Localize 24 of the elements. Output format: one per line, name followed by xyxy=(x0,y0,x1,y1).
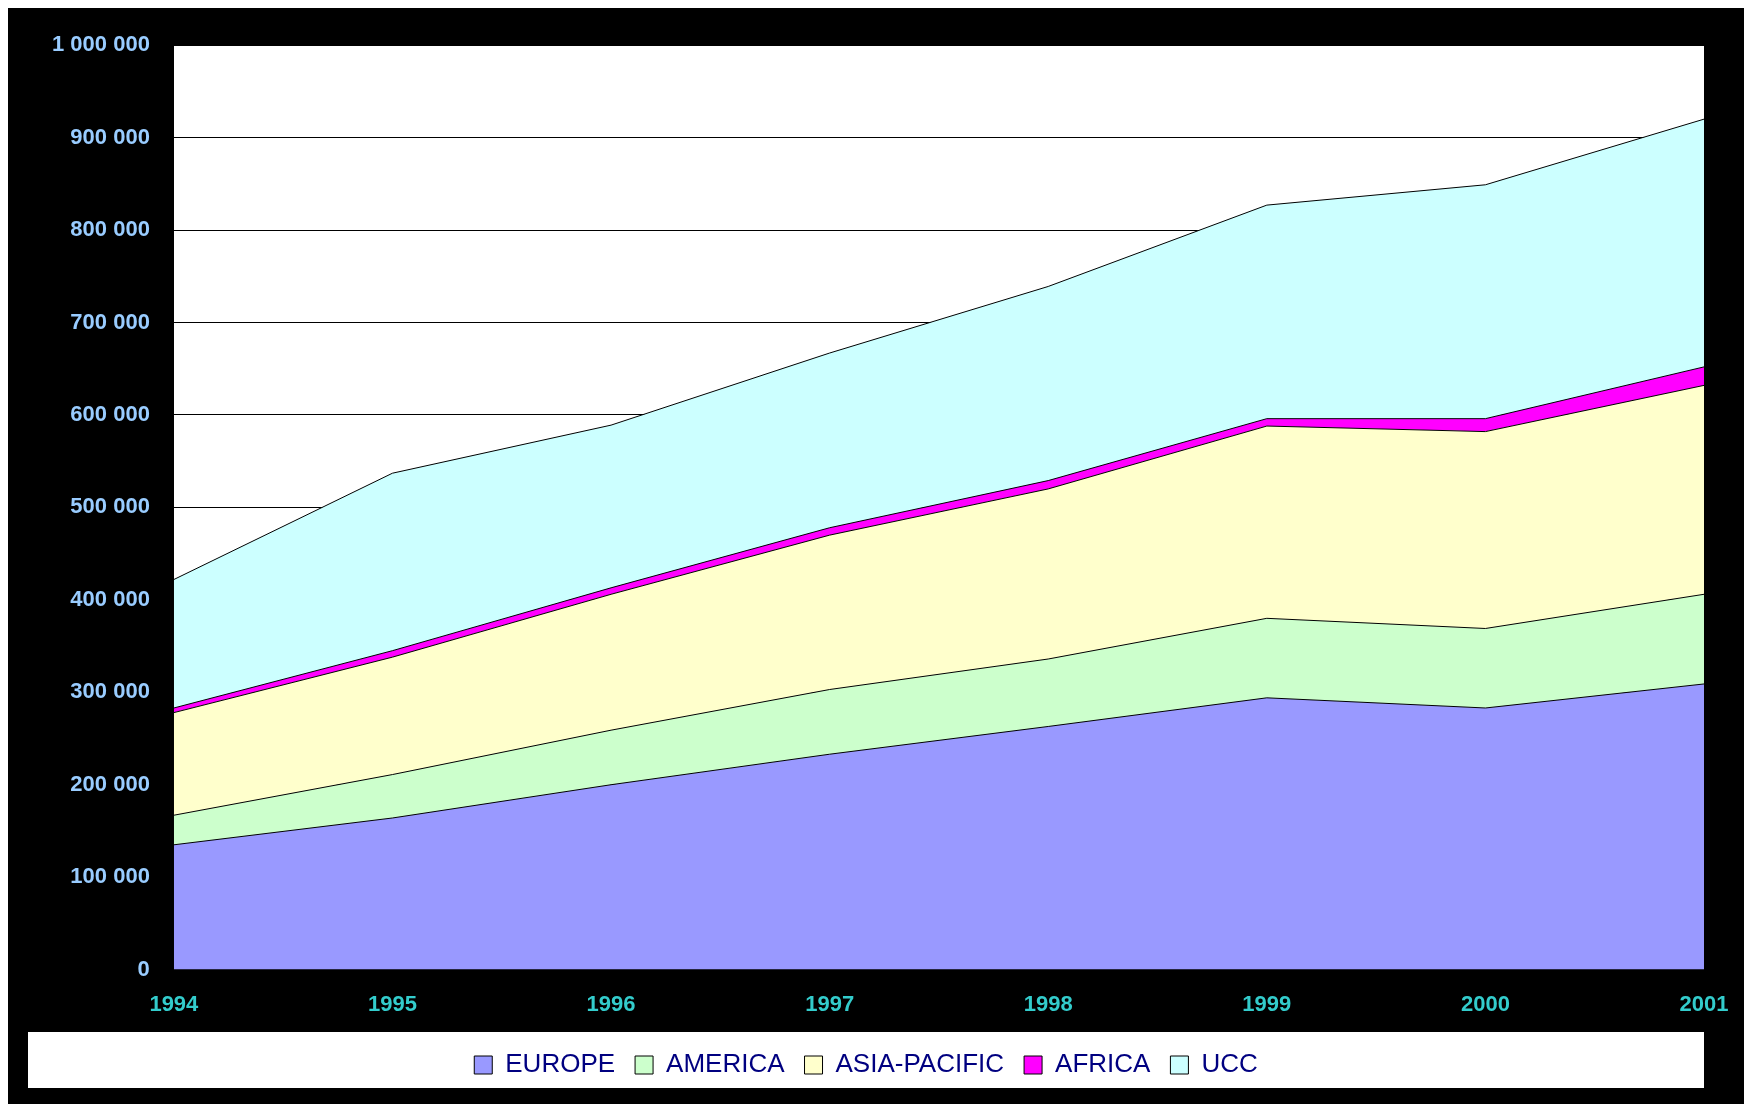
legend-label: EUROPE xyxy=(505,1048,616,1079)
y-tick-label: 700 000 xyxy=(70,308,150,334)
y-tick-label: 300 000 xyxy=(70,678,150,704)
x-tick-label: 2000 xyxy=(1460,990,1510,1016)
y-tick-label: 200 000 xyxy=(70,770,150,796)
y-tick-label: 800 000 xyxy=(70,216,150,242)
legend-label: UCC xyxy=(1201,1048,1258,1079)
x-tick-label: 2001 xyxy=(1679,990,1729,1016)
x-tick-label: 1999 xyxy=(1242,990,1292,1016)
y-tick-label: 600 000 xyxy=(70,401,150,427)
x-tick-label: 1996 xyxy=(586,990,636,1016)
y-tick-label: 400 000 xyxy=(70,585,150,611)
legend-label: ASIA-PACIFIC xyxy=(835,1048,1005,1079)
x-tick-label: 1997 xyxy=(805,990,855,1016)
legend-label: AFRICA xyxy=(1055,1048,1152,1079)
y-tick-label: 1 000 000 xyxy=(52,31,150,57)
y-tick-label: 0 xyxy=(137,955,150,981)
y-tick-label: 900 000 xyxy=(70,123,150,149)
x-tick-label: 1995 xyxy=(367,990,417,1016)
y-tick-label: 500 000 xyxy=(70,493,150,519)
y-tick-label: 100 000 xyxy=(70,863,150,889)
x-tick-label: 1998 xyxy=(1023,990,1073,1016)
x-tick-label: 1994 xyxy=(149,990,200,1016)
legend-label: AMERICA xyxy=(666,1048,786,1079)
